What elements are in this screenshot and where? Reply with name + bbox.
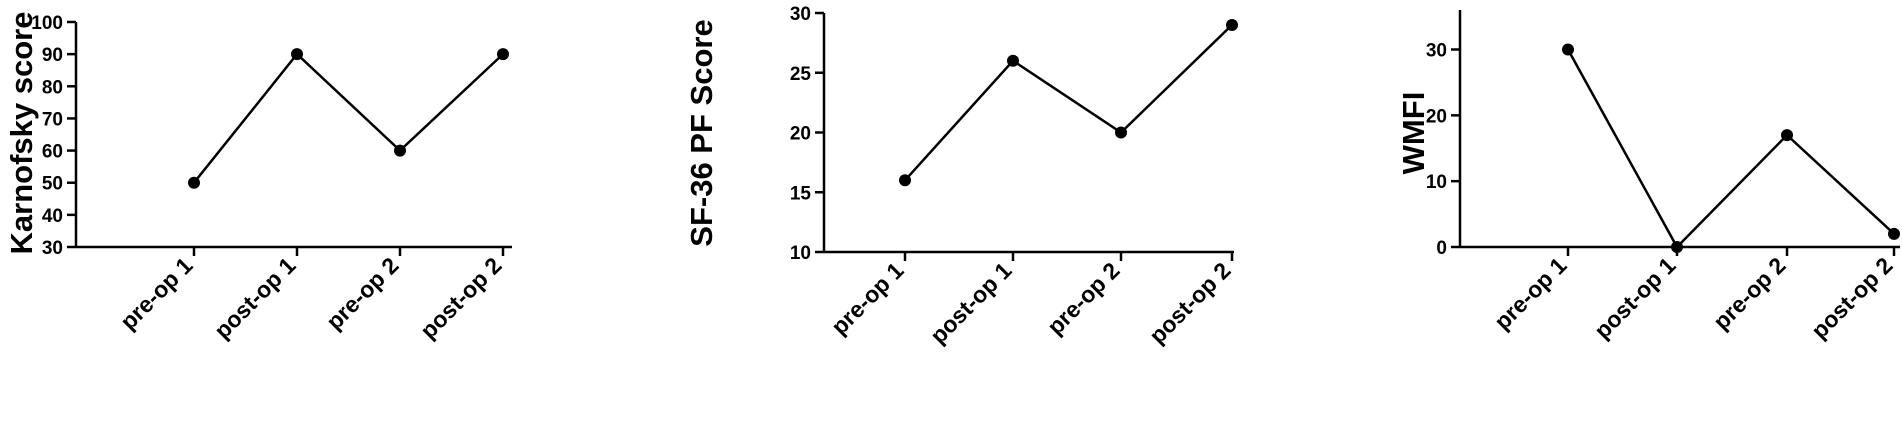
data-point [1671, 241, 1683, 253]
data-point [1115, 126, 1127, 139]
data-point [1888, 227, 1900, 240]
series-line [1566, 48, 1895, 250]
y-tick-label: 20 [1426, 106, 1447, 127]
y-tick-label: 20 [790, 124, 811, 145]
y-tick-label: 60 [42, 142, 63, 163]
y-tick-label: 15 [790, 183, 812, 204]
series-line [904, 24, 1233, 182]
chart-2: 10 15 20 25 30 pre-op 1 post-op 1 pre-op 2 post-… [684, 4, 1238, 349]
chart-3: 0 10 20 30 pre-op 1 post-op 1 pre-op 2 post-op … [1396, 10, 1900, 344]
x-tick-label: post-op 1 [925, 257, 1017, 349]
x-tick-label: post-op 2 [415, 252, 507, 344]
y-tick-label: 10 [1426, 172, 1447, 193]
x-tick-label: post-op 2 [1144, 257, 1236, 349]
y-tick-label: 30 [790, 4, 811, 25]
y-axis-title: Karnofsky score [4, 12, 39, 255]
x-tick-label: pre-op 2 [321, 252, 404, 335]
y-tick-label: 90 [42, 45, 63, 66]
y-tick-label: 70 [42, 109, 63, 130]
data-point [899, 174, 911, 187]
series-line [193, 52, 504, 184]
data-point [188, 176, 200, 189]
data-point [1562, 43, 1574, 56]
y-axis-title: WMFI [1396, 92, 1431, 175]
data-point [1226, 18, 1238, 31]
x-tick-label: pre-op 1 [826, 257, 909, 340]
y-tick-label: 0 [1436, 238, 1447, 259]
y-tick-label: 10 [790, 243, 811, 264]
x-tick-label: pre-op 1 [115, 252, 198, 335]
data-point [394, 144, 406, 157]
x-tick-label: pre-op 2 [1708, 252, 1791, 335]
y-tick-label: 50 [42, 174, 63, 195]
y-tick-label: 30 [1426, 41, 1447, 62]
data-point [497, 48, 509, 61]
x-tick-label: post-op 1 [1589, 252, 1681, 344]
x-tick-label: post-op 1 [209, 252, 301, 344]
x-tick-label: pre-op 2 [1042, 257, 1125, 340]
y-tick-label: 100 [31, 13, 63, 34]
x-tick-label: pre-op 1 [1489, 252, 1572, 335]
y-axis-title: SF-36 PF Score [684, 19, 719, 246]
data-point [1007, 54, 1019, 67]
y-tick-label: 80 [42, 77, 63, 98]
y-tick-label: 25 [790, 64, 812, 85]
data-point [291, 48, 303, 61]
chart-1: 30 40 50 60 70 80 90 100 pre-op 1 post-op 1 pre-op… [4, 12, 512, 344]
data-point [1781, 129, 1793, 142]
x-tick-label: post-op 2 [1806, 252, 1898, 344]
y-tick-label: 30 [42, 238, 63, 259]
y-tick-label: 40 [42, 206, 63, 227]
